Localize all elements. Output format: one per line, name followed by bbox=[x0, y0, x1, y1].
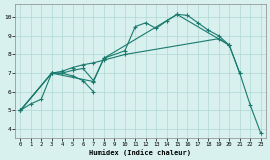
X-axis label: Humidex (Indice chaleur): Humidex (Indice chaleur) bbox=[89, 149, 191, 156]
